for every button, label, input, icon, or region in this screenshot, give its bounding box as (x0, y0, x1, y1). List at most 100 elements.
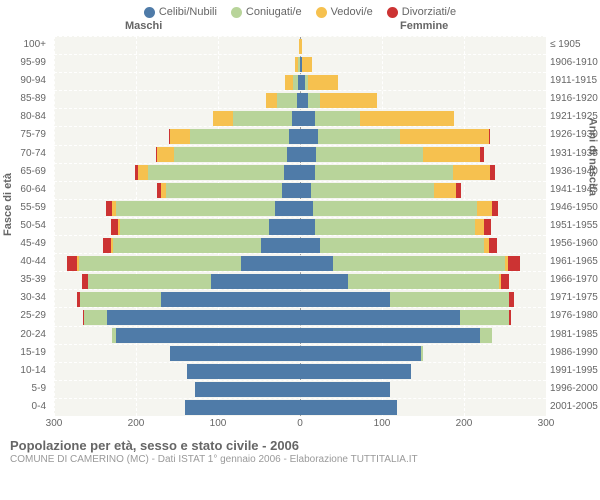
bar-segment (390, 292, 509, 307)
age-row (54, 108, 546, 127)
bar-segment (289, 129, 300, 144)
bar-male (170, 346, 300, 361)
age-label: 100+ (0, 36, 50, 54)
bar-segment (508, 256, 519, 271)
age-label: 75-79 (0, 126, 50, 144)
bar-segment (308, 93, 319, 108)
age-label: 35-39 (0, 271, 50, 289)
bar-male (213, 111, 300, 126)
age-label: 10-14 (0, 362, 50, 380)
bar-segment (285, 75, 293, 90)
age-label: 0-4 (0, 398, 50, 416)
bar-female (300, 292, 514, 307)
bar-segment (300, 129, 318, 144)
x-tick-label: 200 (128, 418, 145, 429)
bar-female (300, 111, 454, 126)
bar-segment (113, 238, 261, 253)
bar-female (300, 219, 491, 234)
bar-segment (233, 111, 292, 126)
birth-label: 1966-1970 (546, 271, 600, 289)
bar-segment (120, 219, 269, 234)
bar-segment (187, 364, 300, 379)
bar-female (300, 201, 498, 216)
bar-male (266, 93, 300, 108)
age-row (54, 307, 546, 326)
x-tick-label: 300 (46, 418, 63, 429)
age-row (54, 289, 546, 308)
legend-label: Divorziati/e (402, 6, 456, 18)
age-label: 50-54 (0, 217, 50, 235)
age-row (54, 145, 546, 164)
bar-segment (300, 93, 308, 108)
bar-segment (300, 346, 421, 361)
bar-segment (492, 201, 499, 216)
bar-segment (300, 183, 311, 198)
bar-segment (170, 346, 300, 361)
age-row (54, 181, 546, 200)
bar-male (103, 238, 300, 253)
birth-label: 1996-2000 (546, 380, 600, 398)
birth-label: 1986-1990 (546, 344, 600, 362)
bar-female (300, 165, 495, 180)
legend-item: Vedovi/e (316, 6, 373, 18)
birth-label: 1906-1910 (546, 54, 600, 72)
bar-male (82, 274, 300, 289)
header-female: Femmine (400, 20, 448, 32)
age-label: 20-24 (0, 326, 50, 344)
bar-female (300, 183, 461, 198)
chart-subtitle: COMUNE DI CAMERINO (MC) - Dati ISTAT 1° … (10, 454, 590, 465)
bar-segment (190, 129, 288, 144)
birth-label: 1941-1945 (546, 181, 600, 199)
age-label: 60-64 (0, 181, 50, 199)
bar-segment (80, 292, 160, 307)
bar-segment (157, 147, 173, 162)
x-tick-label: 100 (210, 418, 227, 429)
bar-segment (300, 310, 460, 325)
age-row (54, 163, 546, 182)
bar-female (300, 57, 312, 72)
bar-segment (509, 310, 511, 325)
age-label: 90-94 (0, 72, 50, 90)
age-label: 25-29 (0, 307, 50, 325)
age-label: 30-34 (0, 289, 50, 307)
bar-segment (103, 238, 111, 253)
age-row (54, 380, 546, 399)
bar-segment (282, 183, 300, 198)
bar-segment (480, 147, 483, 162)
bar-male (285, 75, 300, 90)
bar-segment (300, 147, 316, 162)
bar-segment (300, 328, 480, 343)
bar-segment (300, 364, 411, 379)
plot-area (54, 36, 546, 416)
gender-headers: Maschi Femmine (0, 18, 600, 36)
bar-segment (315, 219, 475, 234)
age-label: 40-44 (0, 253, 50, 271)
bar-male (156, 147, 300, 162)
bar-male (83, 310, 300, 325)
bar-female (300, 328, 492, 343)
bar-segment (308, 75, 338, 90)
bar-segment (302, 57, 312, 72)
bar-segment (116, 201, 276, 216)
bar-male (169, 129, 300, 144)
legend-dot (231, 7, 242, 18)
bar-segment (211, 274, 300, 289)
birth-label: 1956-1960 (546, 235, 600, 253)
legend-label: Coniugati/e (246, 6, 302, 18)
bar-segment (116, 328, 301, 343)
birth-label: 1981-1985 (546, 326, 600, 344)
birth-label: ≤ 1905 (546, 36, 600, 54)
x-tick-label: 300 (538, 418, 555, 429)
bar-segment (300, 292, 390, 307)
age-label: 85-89 (0, 90, 50, 108)
bar-female (300, 364, 411, 379)
bar-segment (315, 165, 453, 180)
bar-segment (138, 165, 148, 180)
bar-segment (453, 165, 491, 180)
bar-segment (300, 256, 333, 271)
bar-segment (195, 382, 300, 397)
age-row (54, 398, 546, 417)
bar-female (300, 256, 520, 271)
birth-label: 1916-1920 (546, 90, 600, 108)
age-label: 95-99 (0, 54, 50, 72)
